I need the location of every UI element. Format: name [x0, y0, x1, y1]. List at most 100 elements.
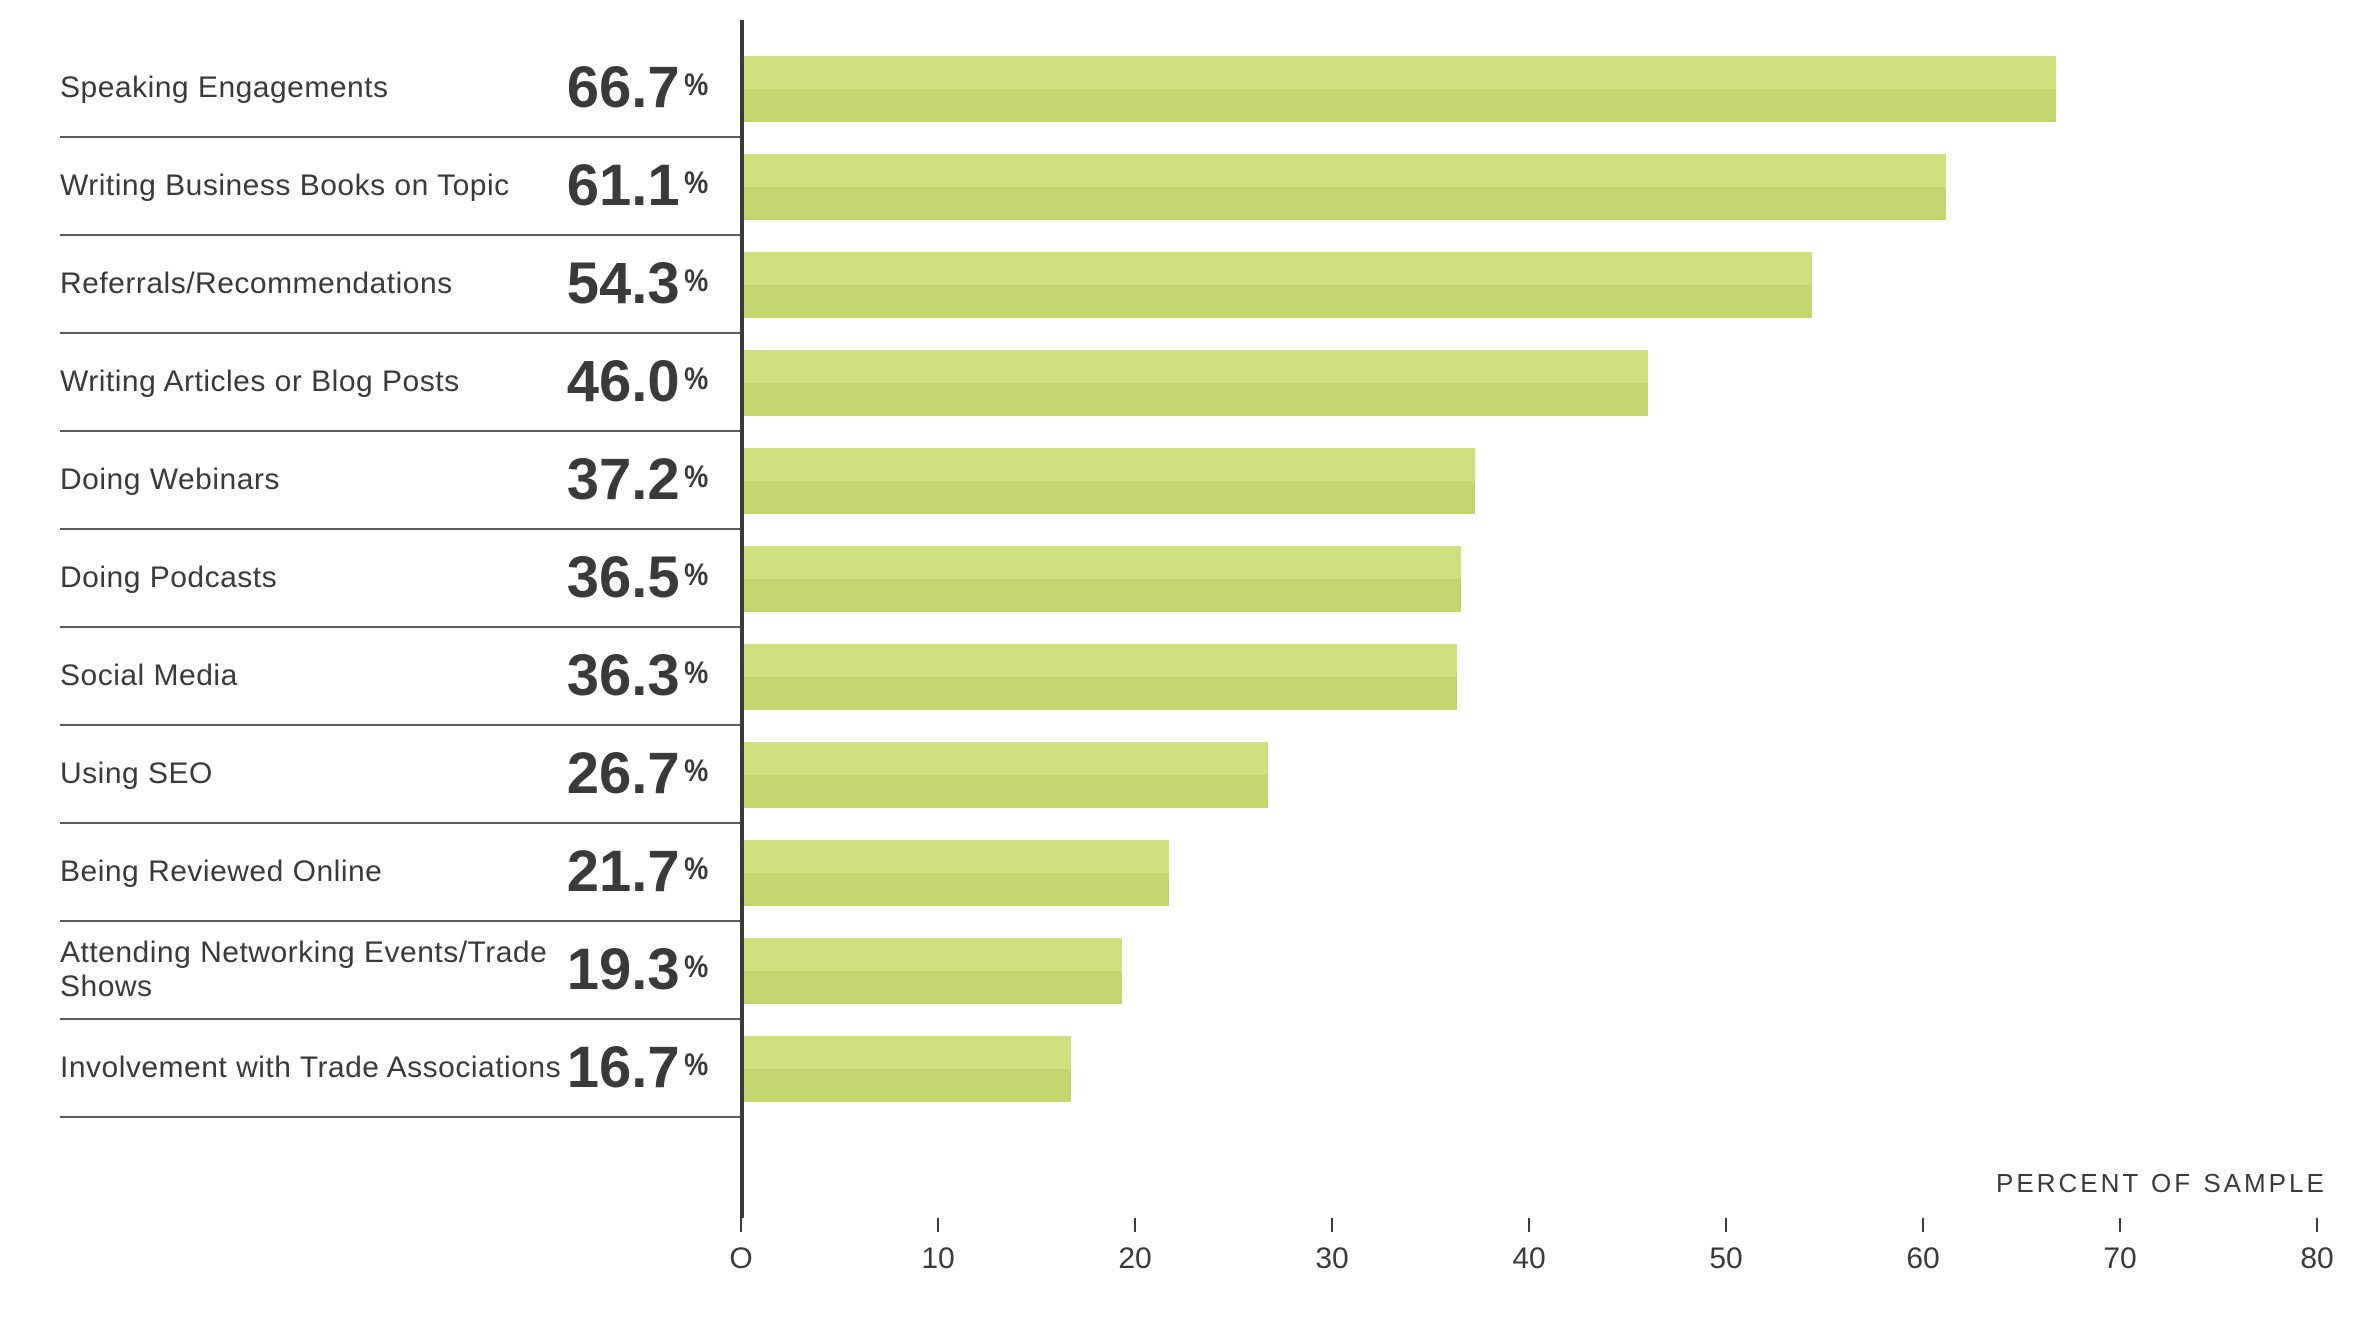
bar-segment-bottom — [742, 285, 1812, 318]
bar-segment-bottom — [742, 677, 1457, 710]
table-row: Being Reviewed Online21.7% — [60, 824, 2316, 922]
category-label: Speaking Engagements — [60, 71, 389, 105]
tick-label: 60 — [1906, 1242, 1939, 1276]
tick-mark — [1528, 1218, 1530, 1232]
value-label: 66.7% — [567, 59, 710, 117]
row-label-cell: Using SEO 26.7% — [60, 726, 740, 824]
table-row: Writing Business Books on Topic 61.1% — [60, 138, 2316, 236]
row-label-cell: Attending Networking Events/Trade Shows1… — [60, 922, 740, 1020]
bar-cell — [740, 1020, 2316, 1118]
tick-label: 80 — [2300, 1242, 2333, 1276]
bar-cell — [740, 236, 2316, 334]
x-tick: 40 — [1528, 1218, 1530, 1232]
bar-segment-bottom — [742, 579, 1461, 612]
value-number: 26.7 — [567, 745, 680, 803]
bar — [742, 154, 1946, 220]
category-label: Being Reviewed Online — [60, 855, 382, 889]
bar-segment-top — [742, 742, 1268, 775]
bar — [742, 448, 1475, 514]
tick-label: 20 — [1118, 1242, 1151, 1276]
value-label: 26.7% — [567, 745, 710, 803]
bar-cell — [740, 628, 2316, 726]
x-tick: 60 — [1922, 1218, 1924, 1232]
row-label-cell: Being Reviewed Online21.7% — [60, 824, 740, 922]
bar — [742, 742, 1268, 808]
value-label: 61.1% — [567, 157, 710, 215]
bar-cell — [740, 432, 2316, 530]
x-axis: O1020304050607080 — [740, 1218, 2316, 1338]
chart-rows: Speaking Engagements 66.7% Writing Busines… — [60, 40, 2316, 1118]
value-number: 66.7 — [567, 59, 680, 117]
table-row: Writing Articles or Blog Posts 46.0% — [60, 334, 2316, 432]
row-label-cell: Speaking Engagements 66.7% — [60, 40, 740, 138]
table-row: Social Media 36.3% — [60, 628, 2316, 726]
bar — [742, 546, 1461, 612]
value-number: 54.3 — [567, 255, 680, 313]
bar — [742, 56, 2056, 122]
bar-segment-top — [742, 1036, 1071, 1069]
row-label-cell: Social Media 36.3% — [60, 628, 740, 726]
x-tick: 30 — [1331, 1218, 1333, 1232]
row-label-cell: Involvement with Trade Associations16.7% — [60, 1020, 740, 1118]
tick-mark — [1134, 1218, 1136, 1232]
tick-mark — [2119, 1218, 2121, 1232]
category-label: Social Media — [60, 659, 238, 693]
bar-chart: Speaking Engagements 66.7% Writing Busines… — [0, 0, 2376, 1300]
bar-cell — [740, 530, 2316, 628]
row-label-cell: Writing Business Books on Topic 61.1% — [60, 138, 740, 236]
bar-segment-top — [742, 154, 1946, 187]
bar-segment-top — [742, 56, 2056, 89]
value-label: 46.0% — [567, 353, 710, 411]
bar — [742, 1036, 1071, 1102]
x-tick: O — [740, 1218, 742, 1232]
tick-label: 30 — [1315, 1242, 1348, 1276]
tick-label: 50 — [1709, 1242, 1742, 1276]
bar-segment-bottom — [742, 775, 1268, 808]
bar-cell — [740, 138, 2316, 236]
tick-mark — [2316, 1218, 2318, 1232]
value-label: 54.3% — [567, 255, 710, 313]
x-axis-title: PERCENT OF SAMPLE — [1996, 1168, 2327, 1199]
bar-segment-bottom — [742, 971, 1122, 1004]
category-label: Writing Business Books on Topic — [60, 169, 510, 203]
bar-segment-bottom — [742, 1069, 1071, 1102]
table-row: Referrals/Recommendations54.3% — [60, 236, 2316, 334]
y-axis-line — [740, 20, 744, 1218]
bar-segment-top — [742, 938, 1122, 971]
bar-segment-top — [742, 644, 1457, 677]
category-label: Attending Networking Events/Trade Shows — [60, 936, 567, 1004]
bar — [742, 350, 1648, 416]
x-tick: 70 — [2119, 1218, 2121, 1232]
x-tick: 10 — [937, 1218, 939, 1232]
value-label: 36.5% — [567, 549, 710, 607]
bar-segment-bottom — [742, 873, 1169, 906]
category-label: Doing Webinars — [60, 463, 280, 497]
category-label: Writing Articles or Blog Posts — [60, 365, 460, 399]
bar-segment-top — [742, 350, 1648, 383]
value-number: 16.7 — [567, 1039, 680, 1097]
table-row: Doing Podcasts 36.5% — [60, 530, 2316, 628]
bar-segment-bottom — [742, 383, 1648, 416]
table-row: Doing Webinars37.2% — [60, 432, 2316, 530]
tick-label: O — [729, 1242, 752, 1276]
bar-segment-bottom — [742, 481, 1475, 514]
value-number: 37.2 — [567, 451, 680, 509]
bar-cell — [740, 922, 2316, 1020]
category-label: Using SEO — [60, 757, 213, 791]
bar-cell — [740, 40, 2316, 138]
bar-cell — [740, 824, 2316, 922]
bar-segment-bottom — [742, 89, 2056, 122]
x-tick: 50 — [1725, 1218, 1727, 1232]
value-number: 36.3 — [567, 647, 680, 705]
tick-mark — [1922, 1218, 1924, 1232]
bar-cell — [740, 726, 2316, 824]
table-row: Involvement with Trade Associations16.7% — [60, 1020, 2316, 1118]
value-label: 36.3% — [567, 647, 710, 705]
bar-segment-top — [742, 840, 1169, 873]
bar-cell — [740, 334, 2316, 432]
category-label: Doing Podcasts — [60, 561, 277, 595]
row-label-cell: Referrals/Recommendations54.3% — [60, 236, 740, 334]
category-label: Involvement with Trade Associations — [60, 1051, 561, 1085]
row-label-cell: Writing Articles or Blog Posts 46.0% — [60, 334, 740, 432]
value-number: 21.7 — [567, 843, 680, 901]
